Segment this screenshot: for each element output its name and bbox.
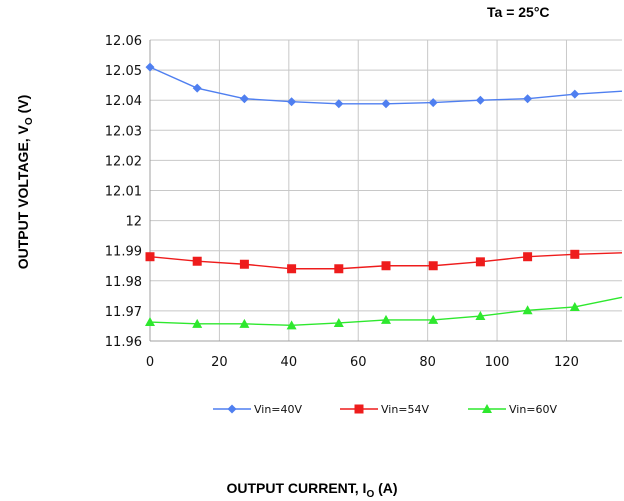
data-point-vin-54v xyxy=(146,252,155,261)
data-point-vin-54v xyxy=(523,252,532,261)
data-point-vin-54v xyxy=(240,260,249,269)
x-tick-label: 20 xyxy=(211,355,228,370)
data-point-vin-54v xyxy=(382,261,391,270)
y-tick-label: 12.02 xyxy=(105,154,142,169)
data-point-vin-40v xyxy=(240,94,249,103)
data-point-vin-40v xyxy=(193,84,202,93)
y-tick-label: 12.04 xyxy=(105,94,142,109)
y-tick-label: 11.97 xyxy=(105,305,142,320)
data-point-vin-40v xyxy=(476,96,485,105)
data-point-vin-40v xyxy=(429,98,438,107)
series-group xyxy=(145,63,622,330)
data-point-vin-40v xyxy=(523,94,532,103)
legend-label-vin-60v: Vin=60V xyxy=(509,403,558,416)
y-tick-label: 12.05 xyxy=(105,64,142,79)
y-tick-label: 12.01 xyxy=(105,185,142,200)
x-tick-label: 100 xyxy=(485,355,510,370)
legend-label-vin-54v: Vin=54V xyxy=(381,403,430,416)
data-point-vin-54v xyxy=(476,257,485,266)
x-tick-label: 40 xyxy=(281,355,298,370)
x-tick-label: 80 xyxy=(419,355,436,370)
x-tick-label: 120 xyxy=(554,355,579,370)
tick-labels: 11.96 11.97 11.98 11.99 12 12.01 12.02 12.03 12.… xyxy=(105,34,579,370)
data-point-vin-54v xyxy=(334,264,343,273)
data-point-vin-54v xyxy=(429,261,438,270)
data-point-vin-54v xyxy=(193,257,202,266)
data-point-vin-54v xyxy=(570,250,579,259)
grid xyxy=(150,40,622,341)
data-point-vin-40v xyxy=(570,90,579,99)
x-tick-label: 60 xyxy=(350,355,367,370)
legend: Vin=40V Vin=54V Vin=60V xyxy=(213,403,558,416)
y-tick-label: 11.96 xyxy=(105,335,142,350)
legend-marker-vin-40v xyxy=(228,405,237,414)
y-tick-label: 11.99 xyxy=(105,245,142,260)
x-tick-label: 0 xyxy=(146,355,154,370)
data-point-vin-54v xyxy=(287,264,296,273)
y-tick-label: 12.06 xyxy=(105,34,142,49)
legend-label-vin-40v: Vin=40V xyxy=(254,403,303,416)
y-tick-label: 12.03 xyxy=(105,124,142,139)
y-tick-label: 12 xyxy=(125,215,142,230)
series-line-vin-40v xyxy=(150,67,622,104)
y-tick-label: 11.98 xyxy=(105,275,142,290)
legend-marker-vin-54v xyxy=(355,405,364,414)
